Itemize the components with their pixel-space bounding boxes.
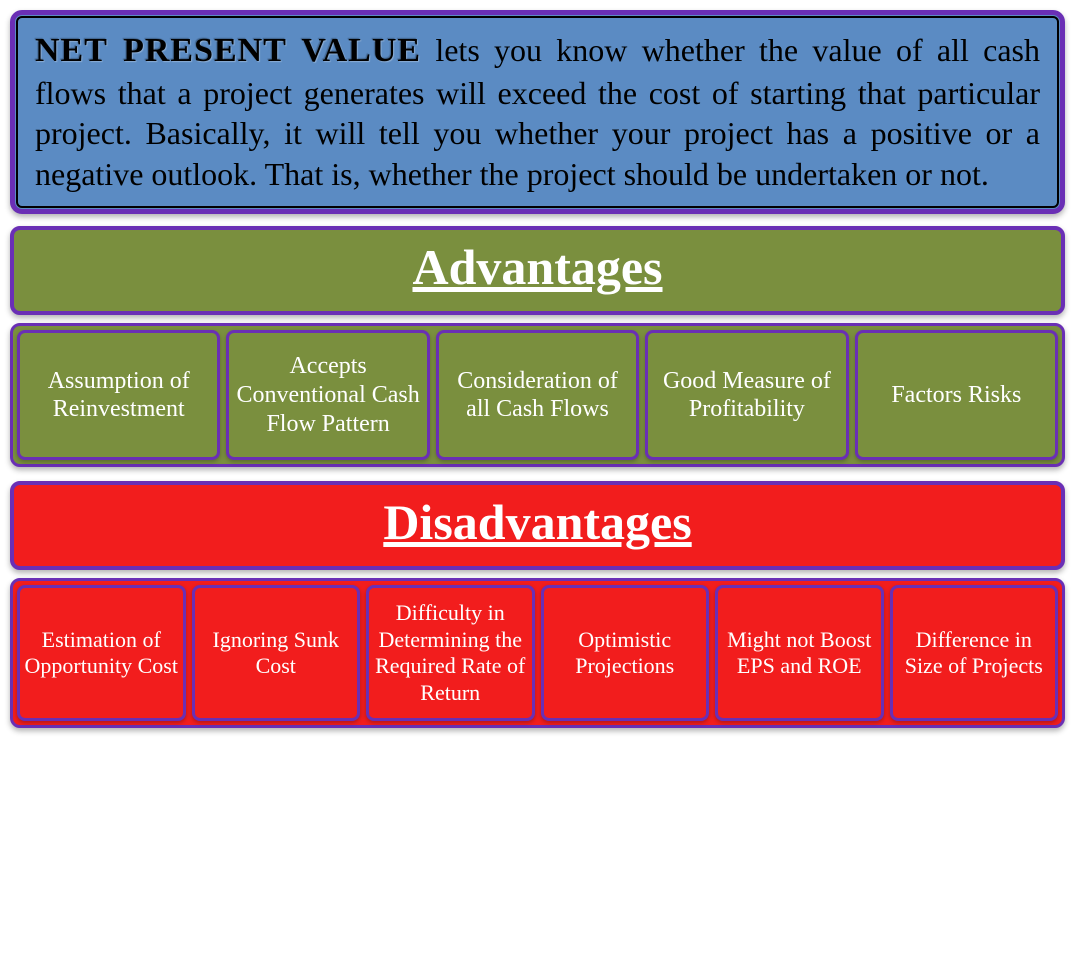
advantage-item: Accepts Conventional Cash Flow Pattern: [226, 330, 429, 460]
advantage-item: Factors Risks: [855, 330, 1058, 460]
disadvantage-item: Optimistic Projections: [541, 585, 710, 721]
advantage-item: Good Measure of Profitability: [645, 330, 848, 460]
advantage-item: Assumption of Reinvestment: [17, 330, 220, 460]
advantages-row: Assumption of Reinvestment Accepts Conve…: [10, 323, 1065, 467]
advantages-header: Advantages: [10, 226, 1065, 315]
advantage-item: Consideration of all Cash Flows: [436, 330, 639, 460]
disadvantages-header: Disadvantages: [10, 481, 1065, 570]
definition-title: NET PRESENT VALUE: [35, 32, 421, 69]
disadvantage-item: Estimation of Opportunity Cost: [17, 585, 186, 721]
disadvantage-item: Difference in Size of Projects: [890, 585, 1059, 721]
disadvantage-item: Might not Boost EPS and ROE: [715, 585, 884, 721]
disadvantage-item: Difficulty in Determining the Required R…: [366, 585, 535, 721]
definition-panel: NET PRESENT VALUE lets you know whether …: [10, 10, 1065, 214]
disadvantages-row: Estimation of Opportunity Cost Ignoring …: [10, 578, 1065, 728]
disadvantage-item: Ignoring Sunk Cost: [192, 585, 361, 721]
